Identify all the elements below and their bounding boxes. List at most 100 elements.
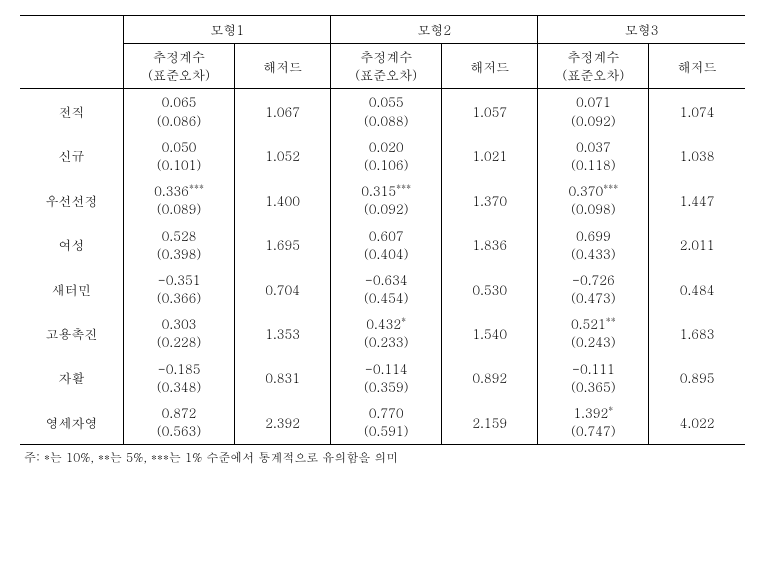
se-value: (0.454) <box>337 289 435 307</box>
coef-cell: 0.065(0.086) <box>124 89 235 134</box>
coef-value: -0.634 <box>337 271 435 289</box>
hazard-cell: 0.892 <box>442 356 538 400</box>
coef-value: 0.699 <box>544 227 642 245</box>
hazard-cell: 0.895 <box>649 356 745 400</box>
hazard-cell: 1.695 <box>235 223 331 267</box>
coef-value: 0.037 <box>544 138 642 156</box>
coef-value: -0.351 <box>130 271 228 289</box>
coef-value: 0.303 <box>130 315 228 333</box>
se-value: (0.747) <box>544 422 642 440</box>
coef-value: 0.607 <box>337 227 435 245</box>
se-value: (0.366) <box>130 289 228 307</box>
coef-cell: -0.634(0.454) <box>331 267 442 311</box>
se-value: (0.098) <box>544 200 642 218</box>
footnote: 주: *는 10%, **는 5%, ***는 1% 수준에서 통계적으로 유의… <box>20 449 745 466</box>
table-row: 새터민-0.351(0.366)0.704-0.634(0.454)0.530-… <box>20 267 745 311</box>
coef-cell: 0.020(0.106) <box>331 134 442 178</box>
se-value: (0.092) <box>337 200 435 218</box>
m1-coef-header: 추정계수 (표준오차) <box>124 44 235 89</box>
regression-table: 모형1 모형2 모형3 추정계수 (표준오차) 해저드 추정계수 (표준오차) … <box>20 15 745 445</box>
row-label: 신규 <box>20 134 124 178</box>
se-value: (0.359) <box>337 378 435 396</box>
se-value: (0.563) <box>130 422 228 440</box>
row-label: 전직 <box>20 89 124 134</box>
hazard-cell: 1.052 <box>235 134 331 178</box>
se-value: (0.088) <box>337 112 435 130</box>
coef-value: 0.055 <box>337 93 435 111</box>
hazard-cell: 4.022 <box>649 400 745 445</box>
coef-cell: 0.055(0.088) <box>331 89 442 134</box>
coef-value: 1.392* <box>544 404 642 422</box>
row-label: 고용촉진 <box>20 311 124 355</box>
m1-hazard-header: 해저드 <box>235 44 331 89</box>
se-value: (0.591) <box>337 422 435 440</box>
table-row: 영세자영0.872(0.563)2.3920.770(0.591)2.1591.… <box>20 400 745 445</box>
hazard-cell: 0.530 <box>442 267 538 311</box>
hazard-cell: 0.831 <box>235 356 331 400</box>
se-value: (0.233) <box>337 333 435 351</box>
table-body: 전직0.065(0.086)1.0670.055(0.088)1.0570.07… <box>20 89 745 445</box>
m3-coef-header: 추정계수 (표준오차) <box>538 44 649 89</box>
coef-value: 0.336*** <box>130 182 228 200</box>
coef-cell: -0.111(0.365) <box>538 356 649 400</box>
coef-cell: 0.315***(0.092) <box>331 178 442 222</box>
row-label: 자활 <box>20 356 124 400</box>
se-value: (0.089) <box>130 200 228 218</box>
hazard-cell: 0.484 <box>649 267 745 311</box>
row-label: 새터민 <box>20 267 124 311</box>
coef-cell: 0.071(0.092) <box>538 89 649 134</box>
se-value: (0.365) <box>544 378 642 396</box>
table-row: 신규0.050(0.101)1.0520.020(0.106)1.0210.03… <box>20 134 745 178</box>
hazard-cell: 1.400 <box>235 178 331 222</box>
hazard-cell: 2.392 <box>235 400 331 445</box>
se-value: (0.106) <box>337 156 435 174</box>
hazard-cell: 1.057 <box>442 89 538 134</box>
model2-header: 모형2 <box>331 16 538 44</box>
coef-cell: -0.351(0.366) <box>124 267 235 311</box>
empty-corner <box>20 16 124 89</box>
hazard-cell: 1.370 <box>442 178 538 222</box>
row-label: 영세자영 <box>20 400 124 445</box>
coef-cell: -0.185(0.348) <box>124 356 235 400</box>
coef-cell: 0.528(0.398) <box>124 223 235 267</box>
coef-cell: 0.521**(0.243) <box>538 311 649 355</box>
coef-value: 0.050 <box>130 138 228 156</box>
hazard-cell: 1.683 <box>649 311 745 355</box>
coef-cell: 0.432*(0.233) <box>331 311 442 355</box>
table-row: 여성0.528(0.398)1.6950.607(0.404)1.8360.69… <box>20 223 745 267</box>
coef-value: 0.370*** <box>544 182 642 200</box>
row-label: 우선선정 <box>20 178 124 222</box>
hazard-cell: 2.011 <box>649 223 745 267</box>
coef-value: -0.185 <box>130 360 228 378</box>
hazard-cell: 1.447 <box>649 178 745 222</box>
table-row: 전직0.065(0.086)1.0670.055(0.088)1.0570.07… <box>20 89 745 134</box>
se-value: (0.118) <box>544 156 642 174</box>
se-value: (0.433) <box>544 245 642 263</box>
se-value: (0.348) <box>130 378 228 396</box>
coef-value: 0.020 <box>337 138 435 156</box>
m3-hazard-header: 해저드 <box>649 44 745 89</box>
coef-cell: -0.726(0.473) <box>538 267 649 311</box>
hazard-cell: 1.836 <box>442 223 538 267</box>
se-value: (0.086) <box>130 112 228 130</box>
coef-cell: 1.392*(0.747) <box>538 400 649 445</box>
coef-value: 0.065 <box>130 93 228 111</box>
hazard-cell: 1.067 <box>235 89 331 134</box>
coef-value: -0.726 <box>544 271 642 289</box>
m2-hazard-header: 해저드 <box>442 44 538 89</box>
coef-value: -0.111 <box>544 360 642 378</box>
coef-cell: 0.607(0.404) <box>331 223 442 267</box>
hazard-cell: 1.038 <box>649 134 745 178</box>
coef-cell: -0.114(0.359) <box>331 356 442 400</box>
hazard-cell: 0.704 <box>235 267 331 311</box>
coef-cell: 0.303(0.228) <box>124 311 235 355</box>
m2-coef-header: 추정계수 (표준오차) <box>331 44 442 89</box>
coef-cell: 0.699(0.433) <box>538 223 649 267</box>
se-value: (0.228) <box>130 333 228 351</box>
se-value: (0.404) <box>337 245 435 263</box>
coef-cell: 0.037(0.118) <box>538 134 649 178</box>
coef-cell: 0.770(0.591) <box>331 400 442 445</box>
model1-header: 모형1 <box>124 16 331 44</box>
coef-cell: 0.336***(0.089) <box>124 178 235 222</box>
se-value: (0.092) <box>544 112 642 130</box>
